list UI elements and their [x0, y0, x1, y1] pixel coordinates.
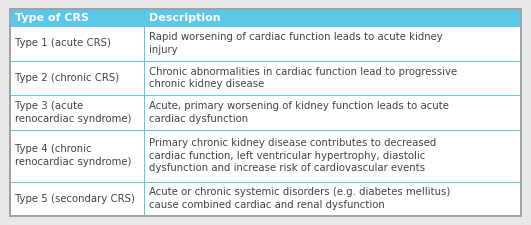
Text: Type 5 (secondary CRS): Type 5 (secondary CRS): [15, 194, 135, 204]
Text: Primary chronic kidney disease contributes to decreased
cardiac function, left v: Primary chronic kidney disease contribut…: [150, 138, 436, 173]
Text: Type 4 (chronic
renocardiac syndrome): Type 4 (chronic renocardiac syndrome): [15, 144, 131, 167]
Text: Type 1 (acute CRS): Type 1 (acute CRS): [15, 38, 111, 49]
Text: Type 2 (chronic CRS): Type 2 (chronic CRS): [15, 73, 119, 83]
Text: Acute or chronic systemic disorders (e.g. diabetes mellitus)
cause combined card: Acute or chronic systemic disorders (e.g…: [150, 187, 451, 210]
Bar: [10, 9, 521, 26]
Text: Rapid worsening of cardiac function leads to acute kidney
injury: Rapid worsening of cardiac function lead…: [150, 32, 443, 55]
Text: Acute, primary worsening of kidney function leads to acute
cardiac dysfunction: Acute, primary worsening of kidney funct…: [150, 101, 449, 124]
Text: Type of CRS: Type of CRS: [15, 13, 89, 23]
Text: Description: Description: [150, 13, 221, 23]
Text: Chronic abnormalities in cardiac function lead to progressive
chronic kidney dis: Chronic abnormalities in cardiac functio…: [150, 67, 458, 89]
Text: Type 3 (acute
renocardiac syndrome): Type 3 (acute renocardiac syndrome): [15, 101, 131, 124]
